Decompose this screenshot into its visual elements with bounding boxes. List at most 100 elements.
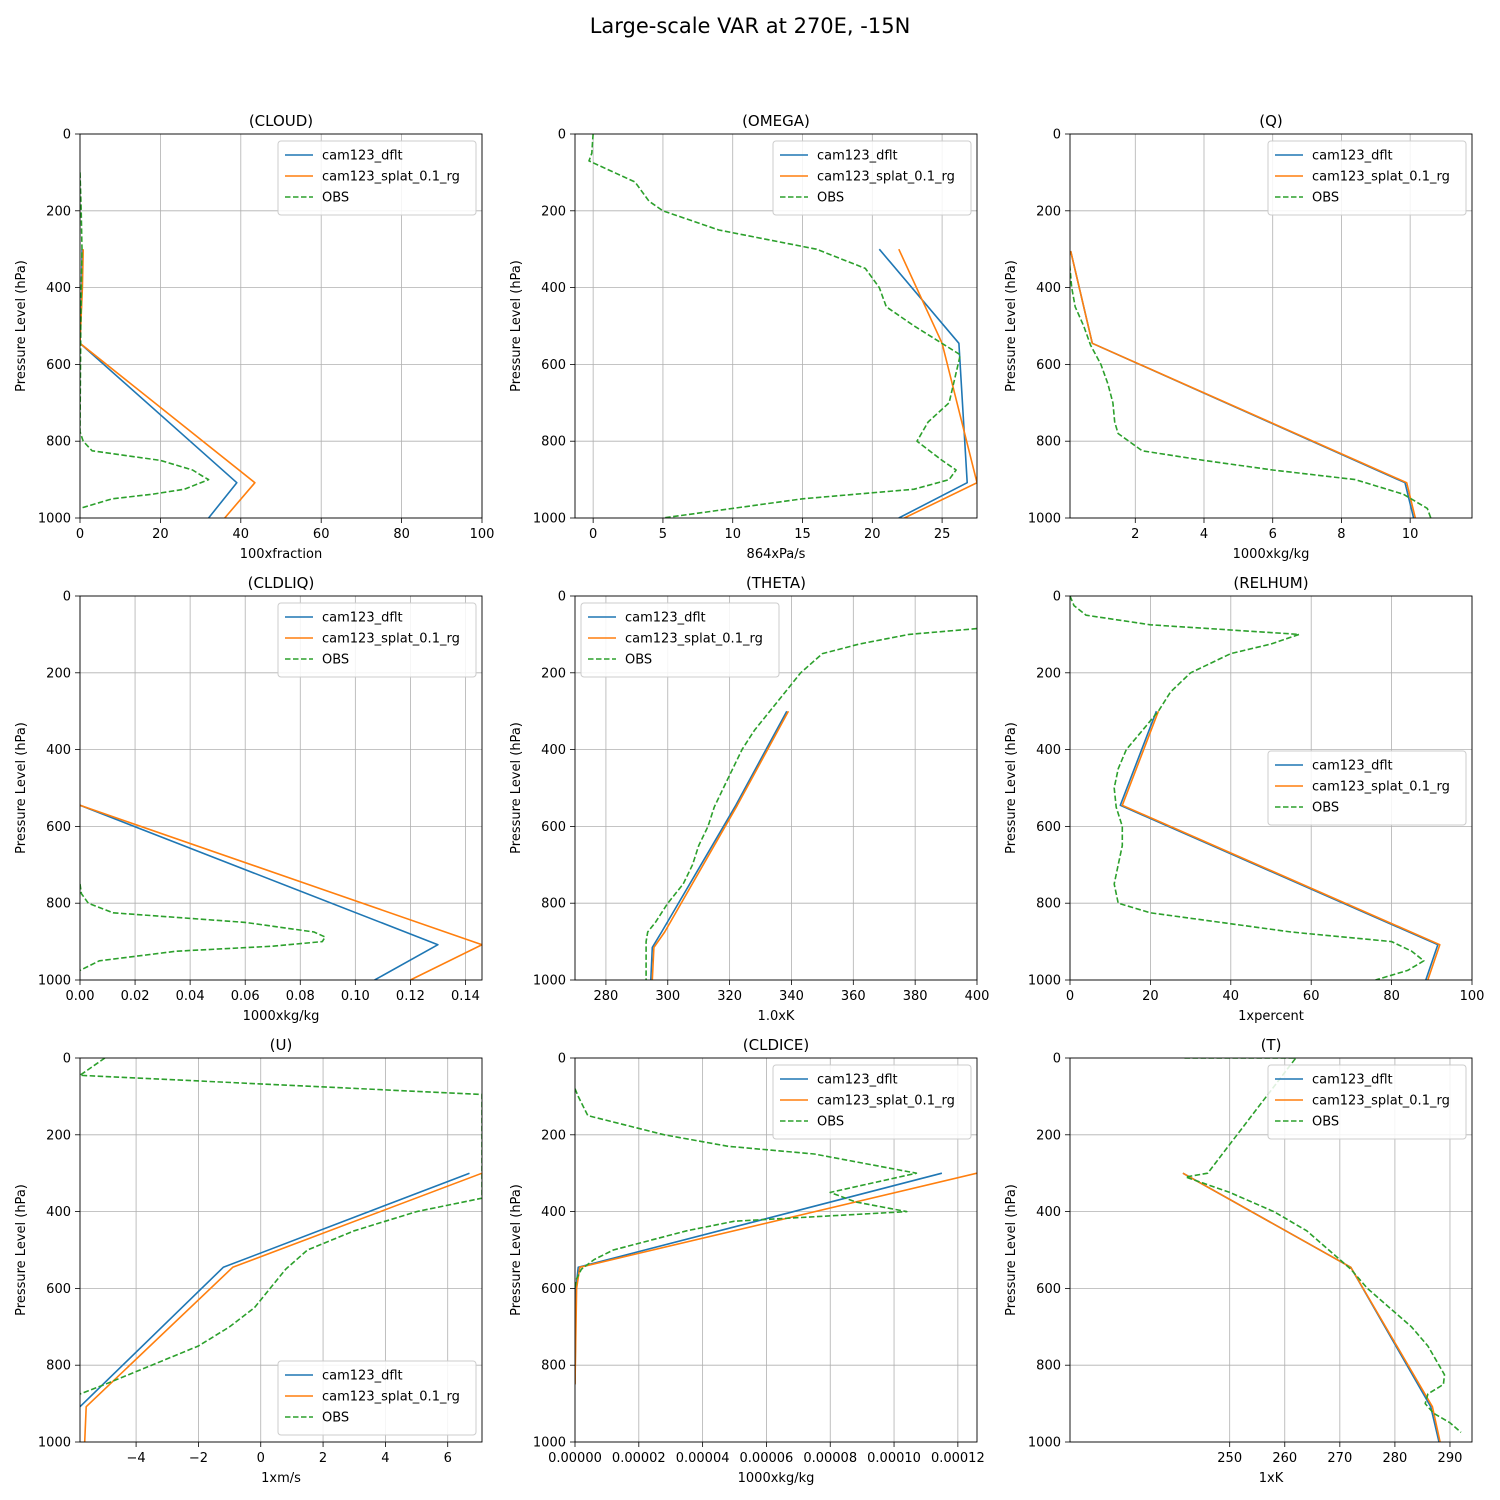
plot-frame xyxy=(79,1057,483,1443)
x-tick-label: 25 xyxy=(934,527,951,542)
y-tick-label: 400 xyxy=(1036,743,1061,758)
plot-frame xyxy=(79,133,483,519)
y-axis-label: Pressure Level (hPa) xyxy=(14,1184,29,1316)
y-tick-label: 1000 xyxy=(1028,512,1061,527)
series-line-cam123_dflt xyxy=(575,1172,943,1385)
legend-label: OBS xyxy=(322,653,349,668)
plot-frame xyxy=(574,1057,978,1443)
y-tick-label: 800 xyxy=(1036,897,1061,912)
series-line-cam123_dflt xyxy=(1182,1172,1440,1442)
legend-label: OBS xyxy=(322,191,349,206)
x-tick-label: 20 xyxy=(152,527,169,542)
legend-box xyxy=(277,140,477,216)
x-tick-label: 0.12 xyxy=(396,989,425,1004)
x-tick-label: 0 xyxy=(1066,989,1074,1004)
legend-label: OBS xyxy=(1312,1115,1339,1130)
series-group xyxy=(588,134,977,518)
x-tick-label: 0 xyxy=(589,527,597,542)
y-tick-label: 400 xyxy=(1036,1205,1061,1220)
series-group xyxy=(1070,250,1432,518)
y-tick-label: 400 xyxy=(541,1205,566,1220)
x-tick-label: 0.04 xyxy=(176,989,205,1004)
legend-label: cam123_dflt xyxy=(1312,1073,1393,1088)
x-tick-label: 270 xyxy=(1327,1451,1352,1466)
y-tick-label: 400 xyxy=(46,743,71,758)
series-group xyxy=(80,1058,482,1442)
series-line-OBS xyxy=(588,134,962,518)
y-tick-label: 400 xyxy=(1036,281,1061,296)
x-axis-label: 864xPa/s xyxy=(747,547,806,562)
x-tick-label: 5 xyxy=(659,527,667,542)
series-group xyxy=(1182,1058,1462,1442)
x-tick-label: 0.10 xyxy=(341,989,370,1004)
series-line-OBS xyxy=(80,172,210,510)
x-tick-label: 0.00008 xyxy=(803,1451,857,1466)
series-line-cam123_dflt xyxy=(650,710,788,980)
legend-label: cam123_dflt xyxy=(322,1369,403,1384)
subplot-title: (U) xyxy=(270,1036,293,1054)
legend: cam123_dflt cam123_splat_0.1_rg OBS xyxy=(1267,750,1467,826)
y-tick-label: 1000 xyxy=(38,512,71,527)
y-tick-label: 600 xyxy=(1036,820,1061,835)
legend: cam123_dflt cam123_splat_0.1_rg OBS xyxy=(772,140,972,216)
x-axis-label: 100xfraction xyxy=(240,547,322,562)
legend-box xyxy=(1267,750,1467,826)
series-line-cam123_splat_0.1_rg xyxy=(1182,1172,1441,1442)
y-tick-label: 400 xyxy=(541,281,566,296)
x-tick-label: 60 xyxy=(1303,989,1320,1004)
series-line-cam123_splat_0.1_rg xyxy=(83,1172,482,1442)
y-tick-label: 800 xyxy=(541,435,566,450)
x-tick-label: 0.06 xyxy=(231,989,260,1004)
x-tick-label: 20 xyxy=(864,527,881,542)
x-tick-label: −4 xyxy=(127,1451,146,1466)
series-line-OBS xyxy=(80,1058,482,1395)
y-tick-label: 800 xyxy=(541,897,566,912)
series-line-OBS xyxy=(80,883,326,972)
x-tick-label: 0 xyxy=(257,1451,265,1466)
subplot-title: (CLOUD) xyxy=(249,112,313,130)
y-axis-label: Pressure Level (hPa) xyxy=(1004,722,1019,854)
x-axis-label: 1000xkg/kg xyxy=(1233,547,1310,562)
subplot-title: (RELHUM) xyxy=(1233,574,1308,592)
x-tick-label: 60 xyxy=(313,527,330,542)
series-line-cam123_dflt xyxy=(80,804,439,980)
series-line-cam123_splat_0.1_rg xyxy=(80,249,256,518)
series-line-cam123_splat_0.1_rg xyxy=(575,1172,977,1385)
y-tick-label: 800 xyxy=(46,897,71,912)
y-tick-label: 800 xyxy=(46,1359,71,1374)
legend: cam123_dflt cam123_splat_0.1_rg OBS xyxy=(1267,140,1467,216)
subplot-q: 2 4 6 8 10 0 200 400 600 800 1000 (Q) 1000xkg/kg Pres… xyxy=(1004,112,1473,562)
x-tick-label: 80 xyxy=(1383,989,1400,1004)
legend-label: OBS xyxy=(625,653,652,668)
subplot-u: −4 −2 0 2 4 6 0 200 400 600 800 1000 (U) 1xm/s Pressur… xyxy=(14,1036,483,1486)
x-axis-label: 1xpercent xyxy=(1238,1009,1304,1024)
y-tick-label: 0 xyxy=(1053,1052,1061,1067)
x-tick-label: 6 xyxy=(444,1451,452,1466)
legend-label: cam123_dflt xyxy=(322,611,403,626)
y-tick-label: 0 xyxy=(558,128,566,143)
x-tick-label: 15 xyxy=(794,527,811,542)
legend-label: OBS xyxy=(322,1411,349,1426)
legend-label: OBS xyxy=(1312,191,1339,206)
subplot-title: (OMEGA) xyxy=(742,112,810,130)
x-tick-label: 0.14 xyxy=(451,989,480,1004)
x-tick-label: 100 xyxy=(1460,989,1485,1004)
y-tick-label: 400 xyxy=(541,743,566,758)
y-axis-label: Pressure Level (hPa) xyxy=(509,260,524,392)
y-tick-label: 800 xyxy=(46,435,71,450)
y-tick-label: 0 xyxy=(558,590,566,605)
y-tick-label: 200 xyxy=(1036,204,1061,219)
x-tick-label: 0.02 xyxy=(121,989,150,1004)
y-tick-label: 200 xyxy=(1036,666,1061,681)
x-tick-label: 80 xyxy=(393,527,410,542)
x-tick-label: 100 xyxy=(470,527,495,542)
x-tick-label: 0.00002 xyxy=(612,1451,666,1466)
x-tick-label: 2 xyxy=(319,1451,327,1466)
subplot-title: (CLDLIQ) xyxy=(248,574,315,592)
x-tick-label: 0.00012 xyxy=(931,1451,985,1466)
y-axis-label: Pressure Level (hPa) xyxy=(509,722,524,854)
y-tick-label: 200 xyxy=(46,204,71,219)
legend-label: cam123_dflt xyxy=(625,611,706,626)
series-group xyxy=(1070,596,1441,980)
legend-label: cam123_splat_0.1_rg xyxy=(1312,780,1450,795)
